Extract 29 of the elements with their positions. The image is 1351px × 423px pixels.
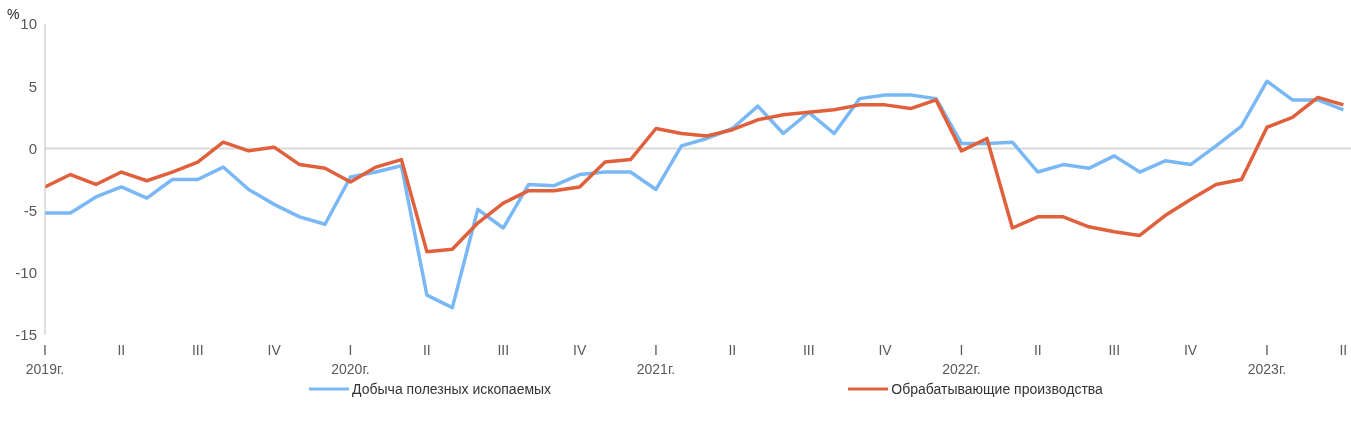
line-series: [45, 95, 1346, 254]
y-tick-label: 5: [28, 77, 37, 95]
x-tick-label: II: [422, 342, 431, 358]
y-axis-title: %: [7, 5, 20, 22]
x-tick-label: IV: [267, 342, 282, 358]
line-series: [45, 79, 1346, 310]
y-tick-label: -5: [23, 201, 37, 219]
x-tick-label: III: [802, 342, 815, 358]
x-tick-label: I 2022г.: [942, 342, 981, 377]
x-tick-label: IV: [1184, 342, 1198, 358]
x-tick-label: I 2023г.: [1247, 342, 1287, 377]
x-tick-label: III: [1108, 342, 1121, 358]
x-tick-label: I 2019г.: [25, 342, 65, 377]
legend-label: Добыча полезных ископаемых: [352, 381, 552, 397]
x-tick-label: III: [191, 342, 204, 358]
x-tick-label: I 2021г.: [636, 342, 676, 377]
x-tick-label: II: [117, 342, 126, 358]
x-tick-label: IV: [573, 342, 587, 358]
y-tick-label: 10: [20, 15, 37, 33]
y-tick-label: -15: [15, 326, 37, 344]
y-tick-label: -10: [15, 264, 37, 282]
x-tick-label: II: [1033, 342, 1042, 358]
x-tick-label: II: [1339, 342, 1348, 358]
x-tick-label: III: [497, 342, 510, 358]
legend-label: Обрабатывающие производства: [891, 381, 1103, 397]
x-tick-label: I 2020г.: [331, 342, 370, 377]
x-tick-label: II: [728, 342, 737, 358]
y-tick-label: 0: [28, 139, 37, 157]
x-tick-label: IV: [878, 342, 893, 358]
